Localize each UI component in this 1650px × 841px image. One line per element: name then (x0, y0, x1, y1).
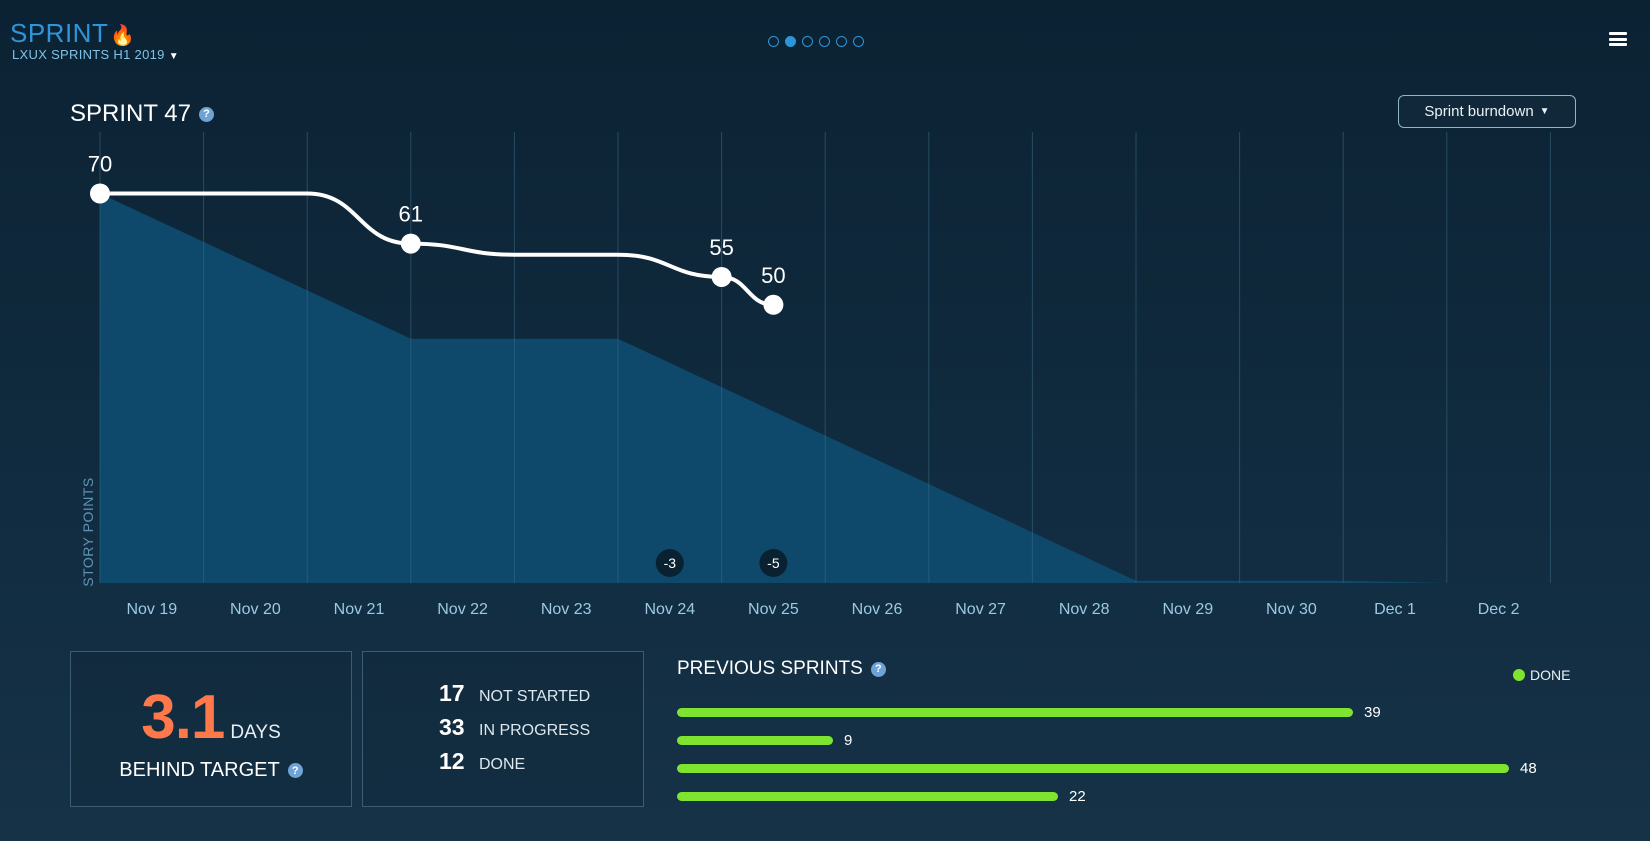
page-dot[interactable] (819, 36, 830, 47)
behind-target-card: 3.1 DAYS BEHIND TARGET ? (70, 651, 352, 807)
x-tick-label: Nov 24 (644, 601, 695, 618)
legend-dot-icon (1513, 669, 1525, 681)
x-tick-label: Nov 21 (334, 601, 385, 618)
previous-sprint-bar-row[interactable]: 39 (677, 703, 1381, 721)
issue-status-card: 17 NOT STARTED 33 IN PROGRESS 12 DONE (362, 651, 644, 807)
previous-sprints-legend: DONE (1513, 667, 1570, 683)
previous-sprints-help-icon[interactable]: ? (870, 661, 886, 677)
status-list: 17 NOT STARTED 33 IN PROGRESS 12 DONE (439, 680, 590, 782)
behind-target-help-icon[interactable]: ? (287, 763, 303, 778)
sprint-help-icon[interactable]: ? (198, 106, 214, 122)
x-tick-label: Nov 27 (955, 601, 1006, 618)
x-tick-label: Dec 2 (1478, 601, 1520, 618)
previous-sprint-bar-row[interactable]: 48 (677, 759, 1537, 777)
days-behind: 3.1 DAYS (71, 682, 351, 753)
app-title-text: SPRINT (10, 18, 109, 48)
bar-value: 39 (1364, 703, 1381, 721)
x-tick-label: Nov 22 (437, 601, 488, 618)
status-count: 12 (439, 748, 465, 774)
previous-sprints-title-text: PREVIOUS SPRINTS (677, 658, 863, 679)
x-tick-label: Nov 30 (1266, 601, 1317, 618)
status-label: IN PROGRESS (479, 722, 591, 739)
bar-value: 22 (1069, 787, 1086, 805)
data-point (763, 294, 784, 315)
done-bar[interactable] (677, 791, 1058, 801)
status-row-in-progress: 33 IN PROGRESS (439, 714, 590, 748)
page-dot[interactable] (836, 36, 847, 47)
status-label: DONE (479, 756, 526, 773)
x-tick-label: Nov 19 (126, 601, 177, 618)
data-label: 61 (399, 202, 423, 227)
x-tick-label: Nov 23 (541, 601, 592, 618)
data-label: 50 (761, 263, 785, 288)
page-dot[interactable] (768, 36, 779, 47)
status-label: NOT STARTED (479, 688, 591, 705)
days-behind-value: 3.1 (141, 683, 225, 752)
page-dot[interactable] (802, 36, 813, 47)
bar-value: 48 (1520, 759, 1537, 777)
page-indicator (768, 36, 864, 47)
chart-type-dropdown[interactable]: Sprint burndown ▼ (1398, 95, 1576, 128)
previous-sprints-title: PREVIOUS SPRINTS ? (677, 658, 886, 680)
chevron-down-icon: ▼ (1539, 106, 1550, 117)
x-tick-label: Nov 25 (748, 601, 799, 618)
delta-label: -3 (664, 555, 677, 571)
days-behind-unit: DAYS (230, 722, 281, 743)
delta-badge (759, 549, 788, 577)
behind-target-text: BEHIND TARGET (119, 759, 280, 781)
board-filter[interactable]: LXUX SPRINTS H1 2019 ▼ (12, 47, 179, 62)
x-tick-label: Nov 26 (852, 601, 903, 618)
x-tick-label: Nov 28 (1059, 601, 1110, 618)
page-dot[interactable] (785, 36, 796, 47)
x-tick-label: Nov 29 (1162, 601, 1213, 618)
done-bar[interactable] (677, 707, 1353, 717)
page-dot[interactable] (853, 36, 864, 47)
data-label: 55 (709, 235, 733, 260)
y-axis-label: STORY POINTS (80, 477, 96, 586)
fire-icon: 🔥 (110, 25, 136, 47)
status-row-not-started: 17 NOT STARTED (439, 680, 590, 714)
done-bar[interactable] (677, 735, 833, 745)
data-point (90, 183, 110, 204)
done-bar[interactable] (677, 763, 1509, 773)
data-point (711, 266, 732, 287)
legend-label: DONE (1530, 667, 1571, 683)
target-area (100, 193, 1447, 583)
status-count: 33 (439, 714, 465, 740)
app-title: SPRINT 🔥 (10, 18, 136, 49)
board-filter-label: LXUX SPRINTS H1 2019 (12, 47, 165, 62)
delta-label: -5 (767, 555, 780, 571)
x-tick-label: Nov 20 (230, 601, 281, 618)
chart-type-label: Sprint burndown (1424, 103, 1534, 120)
hamburger-menu-icon[interactable] (1609, 32, 1627, 46)
delta-badge (655, 549, 684, 577)
filter-icon[interactable]: ▼ (168, 51, 179, 62)
x-tick-label: Dec 1 (1374, 601, 1416, 618)
remaining-line (98, 191, 776, 307)
sprint-title-text: SPRINT 47 (70, 100, 191, 127)
previous-sprint-bar-row[interactable]: 22 (677, 787, 1086, 805)
status-count: 17 (439, 680, 465, 706)
bar-value: 9 (844, 731, 853, 749)
data-point (400, 233, 421, 254)
data-label: 70 (88, 152, 112, 177)
status-row-done: 12 DONE (439, 748, 590, 782)
previous-sprint-bar-row[interactable]: 9 (677, 731, 853, 749)
behind-target-label: BEHIND TARGET ? (71, 759, 351, 782)
sprint-title: SPRINT 47 ? (70, 100, 214, 128)
burndown-chart: Nov 19 Nov 20 Nov 21 Nov 22 Nov 23 Nov 24 Nov … (80, 132, 1551, 618)
